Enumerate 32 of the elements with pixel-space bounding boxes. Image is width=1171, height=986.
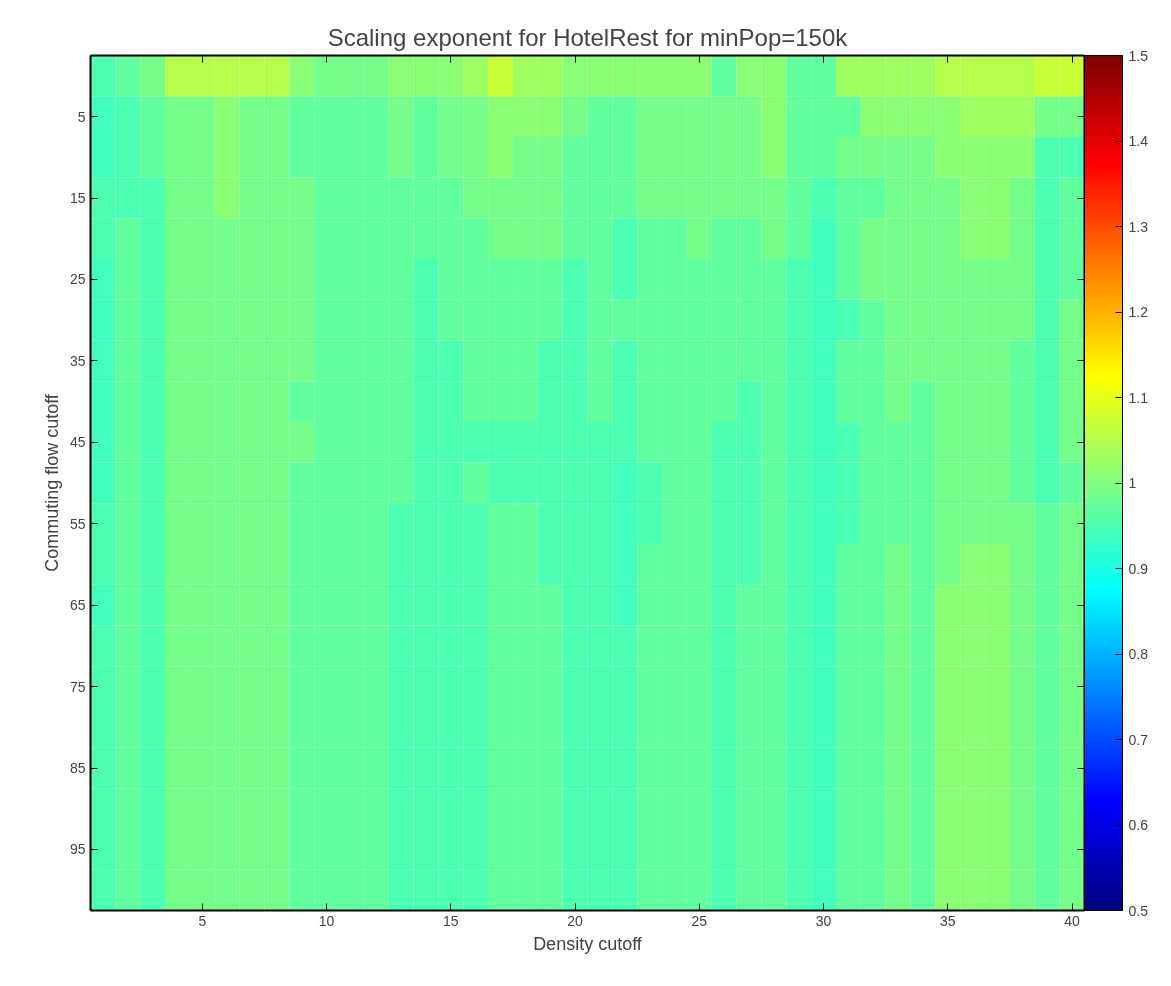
x-axis-title: Density cutoff — [533, 933, 643, 954]
y-tick-label: 25 — [69, 271, 86, 288]
y-axis-title: Commuting flow cutoff — [41, 393, 62, 572]
color-bar-label: 1.4 — [1128, 133, 1149, 149]
y-tick-label: 15 — [69, 190, 86, 206]
color-bar-label: 1.3 — [1128, 218, 1149, 235]
x-tick-label: 20 — [567, 912, 584, 929]
y-tick-label: 5 — [77, 108, 86, 125]
y-tick-label: 65 — [69, 597, 86, 614]
y-tick-label: 85 — [69, 760, 86, 776]
color-bar-label: 0.7 — [1128, 731, 1149, 748]
x-tick-label: 10 — [318, 912, 335, 929]
color-bar-label: 1.5 — [1128, 47, 1149, 64]
x-tick-label: 25 — [691, 912, 708, 929]
chart-title: Scaling exponent for HotelRest for minPop=150k — [327, 23, 849, 51]
y-tick-label: 75 — [69, 678, 86, 695]
y-tick-label: 55 — [69, 515, 86, 532]
color-bar-label: 0.9 — [1128, 560, 1149, 577]
color-bar-label: 0.5 — [1128, 902, 1149, 919]
x-tick-label: 5 — [198, 912, 207, 929]
x-tick-label: 30 — [815, 912, 832, 929]
color-bar-label: 0.8 — [1128, 646, 1149, 662]
color-bar-label: 0.6 — [1128, 817, 1149, 833]
y-tick-label: 95 — [69, 841, 86, 858]
y-tick-label: 35 — [69, 352, 86, 369]
color-bar-label: 1.2 — [1128, 304, 1149, 320]
x-tick-label: 15 — [443, 912, 459, 929]
x-tick-label: 40 — [1064, 912, 1081, 929]
y-tick-label: 45 — [69, 434, 86, 451]
color-bar-label: 1 — [1128, 475, 1137, 491]
x-tick-label: 35 — [940, 912, 956, 929]
color-bar-label: 1.1 — [1128, 389, 1149, 406]
